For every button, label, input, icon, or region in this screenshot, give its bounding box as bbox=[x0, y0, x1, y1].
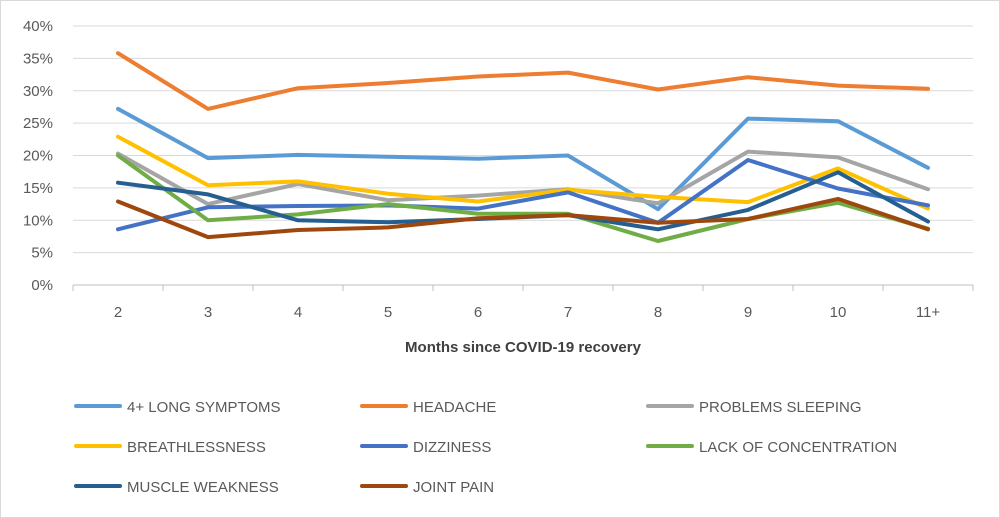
legend-label-4-long-symptoms: 4+ LONG SYMPTOMS bbox=[127, 399, 281, 416]
y-tick-label: 25% bbox=[23, 115, 53, 132]
legend-label-muscle-weakness: MUSCLE WEAKNESS bbox=[127, 479, 279, 496]
series-line-4-long-symptoms bbox=[116, 106, 930, 212]
x-tick-label: 11+ bbox=[916, 304, 941, 321]
x-tick-label: 3 bbox=[204, 304, 212, 321]
x-tick-label: 6 bbox=[474, 304, 482, 321]
legend-label-problems-sleeping: PROBLEMS SLEEPING bbox=[699, 399, 862, 416]
legend-label-joint-pain: JOINT PAIN bbox=[413, 479, 494, 496]
series-line-problems-sleeping bbox=[116, 149, 930, 207]
y-tick-label: 0% bbox=[31, 277, 53, 294]
legend-label-dizziness: DIZZINESS bbox=[413, 439, 491, 456]
legend: 4+ LONG SYMPTOMS HEADACHE PROBLEMS SLEEPIN… bbox=[74, 399, 897, 496]
x-tick-label: 8 bbox=[654, 304, 662, 321]
legend-label-breathlessness: BREATHLESSNESS bbox=[127, 439, 266, 456]
x-axis-label: Months since COVID-19 recovery bbox=[405, 339, 642, 356]
x-tick-label: 9 bbox=[744, 304, 752, 321]
y-tick-label: 40% bbox=[23, 18, 53, 35]
x-tick-label: 7 bbox=[564, 304, 572, 321]
legend-label-headache: HEADACHE bbox=[413, 399, 496, 416]
x-tick-label: 4 bbox=[294, 304, 302, 321]
y-tick-label: 35% bbox=[23, 50, 53, 67]
x-tick-label: 5 bbox=[384, 304, 392, 321]
y-tick-label: 15% bbox=[23, 180, 53, 197]
y-tick-label: 10% bbox=[23, 212, 53, 229]
y-tick-label: 5% bbox=[31, 245, 53, 262]
series-line-breathlessness bbox=[116, 134, 930, 211]
legend-label-lack-of-concentration: LACK OF CONCENTRATION bbox=[699, 439, 897, 456]
series-line-joint-pain bbox=[116, 196, 930, 240]
series-lines bbox=[116, 51, 930, 243]
x-axis-ticks: 2 3 4 5 6 7 8 9 10 11+ bbox=[72, 285, 974, 321]
series-line-headache bbox=[116, 51, 930, 111]
x-tick-label: 10 bbox=[830, 304, 847, 321]
y-tick-label: 30% bbox=[23, 83, 53, 100]
y-tick-label: 20% bbox=[23, 148, 53, 165]
x-tick-label: 2 bbox=[114, 304, 122, 321]
gridlines bbox=[73, 25, 973, 286]
y-axis-ticks: 0% 5% 10% 15% 20% 25% 30% 35% 40% bbox=[23, 18, 53, 294]
